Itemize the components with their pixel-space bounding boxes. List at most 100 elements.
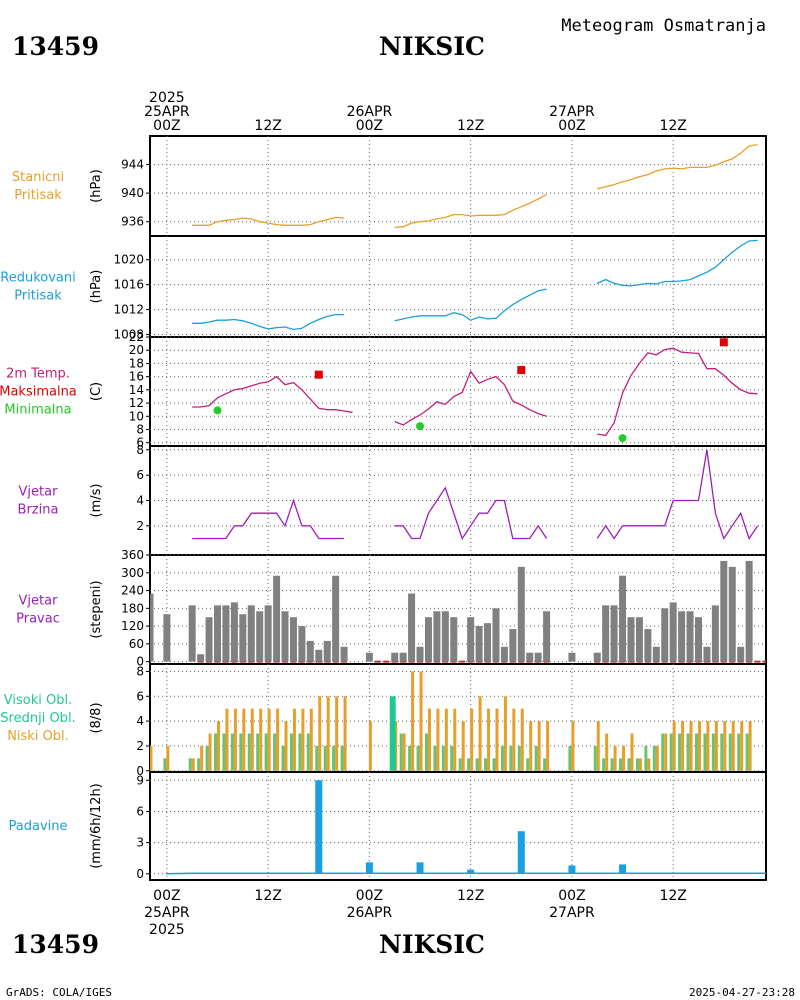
cloud-bar-mid — [644, 745, 648, 771]
panel-series — [192, 338, 758, 443]
cloud-bar-mid — [273, 733, 277, 771]
direction-bar — [214, 605, 222, 662]
time-label-bottom: 12Z — [659, 888, 686, 904]
time-axis: 202525APR00Z00Z25APR202512Z12Z26APR00Z00… — [144, 90, 687, 938]
series-line — [192, 347, 758, 437]
y-tick-label: 8 — [136, 443, 144, 457]
cloud-bar-mid — [315, 745, 319, 771]
panel-frame — [149, 771, 767, 881]
direction-bar — [509, 629, 517, 662]
time-label-top: 27APR — [549, 104, 595, 120]
cloud-bar-mid — [205, 745, 209, 771]
precip-bar — [517, 831, 525, 874]
cloud-bar-low — [520, 708, 524, 771]
y-tick-label: 20 — [129, 343, 144, 357]
time-label-bottom: 00Z — [558, 888, 585, 904]
precip-trace — [166, 872, 766, 875]
time-label-bottom: 00Z — [153, 888, 180, 904]
cloud-bar-mid — [492, 758, 496, 771]
panel-label-line: Vjetar — [19, 594, 59, 609]
cloud-bar-low — [292, 708, 296, 771]
cloud-bar-mid — [163, 758, 167, 771]
y-tick-label: 6 — [136, 804, 144, 818]
cloud-bar-low — [368, 721, 372, 771]
panel-unit-label: (m/s) — [89, 484, 104, 518]
series-line — [192, 449, 759, 540]
time-label-top: 25APR — [144, 104, 190, 120]
cloud-bar-mid — [222, 733, 226, 771]
precip-bar — [568, 865, 576, 874]
time-label-bottom: 00Z — [356, 888, 383, 904]
direction-bar — [484, 623, 492, 662]
cloud-bar-low — [461, 721, 465, 771]
cloud-bar-mid — [399, 733, 403, 771]
y-tick-label: 0 — [136, 655, 144, 669]
cloud-bar-low — [655, 745, 659, 771]
cloud-bar-low — [697, 721, 701, 771]
direction-bar — [678, 611, 686, 662]
cloud-bar-low — [436, 708, 440, 771]
y-tick-label: 4 — [136, 494, 144, 508]
cloud-bar-low — [276, 708, 280, 771]
cloud-bar-mid — [509, 745, 513, 771]
cloud-bar-mid — [619, 758, 623, 771]
precip-bar — [619, 864, 627, 874]
direction-bar — [661, 608, 669, 662]
time-label-bottom: 12Z — [254, 888, 281, 904]
cloud-bar-low — [208, 733, 212, 771]
panel-series — [192, 143, 758, 229]
panel-label-line: Brzina — [18, 503, 59, 518]
temp-max-marker — [719, 338, 728, 347]
direction-bar — [619, 575, 627, 662]
precip-bar — [365, 862, 373, 874]
cloud-bar-mid — [306, 733, 310, 771]
panel-wind_direction: 0 60 120 180 240 300 360 (stepeni) Vjetar Pravac — [16, 548, 767, 669]
panel-unit-label: (hPa) — [89, 169, 104, 203]
panel-label-line: Stanicni — [12, 170, 64, 185]
panel-series — [166, 780, 766, 875]
panel-wind_speed: 2 4 6 8 (m/s) Vjetar Brzina — [18, 443, 767, 556]
cloud-bar-low — [503, 696, 507, 771]
y-tick-label: 12 — [129, 396, 144, 410]
cloud-bar-low — [740, 721, 744, 771]
panel-label-line: Niski Obl. — [7, 729, 69, 744]
panel-clouds: 0 2 4 6 8 (8/8) Visoki Obl. Srednji Obl. Niski O… — [0, 663, 767, 778]
cloud-bar-mid — [602, 758, 606, 771]
y-tick-label: 936 — [121, 215, 144, 229]
cloud-bar-low — [512, 708, 516, 771]
header-station-name: NIKSIC — [379, 32, 485, 61]
cloud-bar-mid — [475, 758, 479, 771]
direction-bar — [281, 611, 289, 662]
cloud-bar-low — [284, 721, 288, 771]
direction-bar — [163, 614, 171, 662]
cloud-bar-mid — [256, 733, 260, 771]
cloud-bar-mid — [467, 758, 471, 771]
y-tick-label: 180 — [121, 601, 144, 615]
cloud-bar-low — [622, 745, 626, 771]
y-tick-label: 16 — [129, 370, 144, 384]
direction-bar — [340, 646, 348, 662]
direction-bar — [323, 640, 331, 662]
cloud-bar-low — [647, 758, 651, 771]
panel-unit-label: (stepeni) — [89, 580, 104, 638]
y-tick-label: 2 — [136, 519, 144, 533]
direction-bar — [197, 654, 205, 662]
precip-bar — [416, 862, 424, 874]
cloud-bar-mid — [678, 733, 682, 771]
time-label-bottom: 2025 — [149, 922, 185, 938]
direction-bar — [332, 575, 340, 662]
y-tick-label: 1020 — [113, 253, 144, 267]
cloud-bar-mid — [610, 758, 614, 771]
direction-bar — [433, 611, 441, 662]
cloud-bar-mid — [340, 745, 344, 771]
cloud-bar-low — [444, 708, 448, 771]
time-label-bottom: 12Z — [457, 888, 484, 904]
y-tick-label: 1016 — [113, 278, 144, 292]
series-line — [192, 239, 758, 331]
cloud-bar-mid — [703, 733, 707, 771]
temp-min-marker — [416, 422, 425, 431]
panel-series — [192, 449, 759, 540]
y-tick-label: 60 — [129, 637, 144, 651]
cloud-bar-low — [242, 708, 246, 771]
cloud-bar-low — [419, 671, 423, 771]
